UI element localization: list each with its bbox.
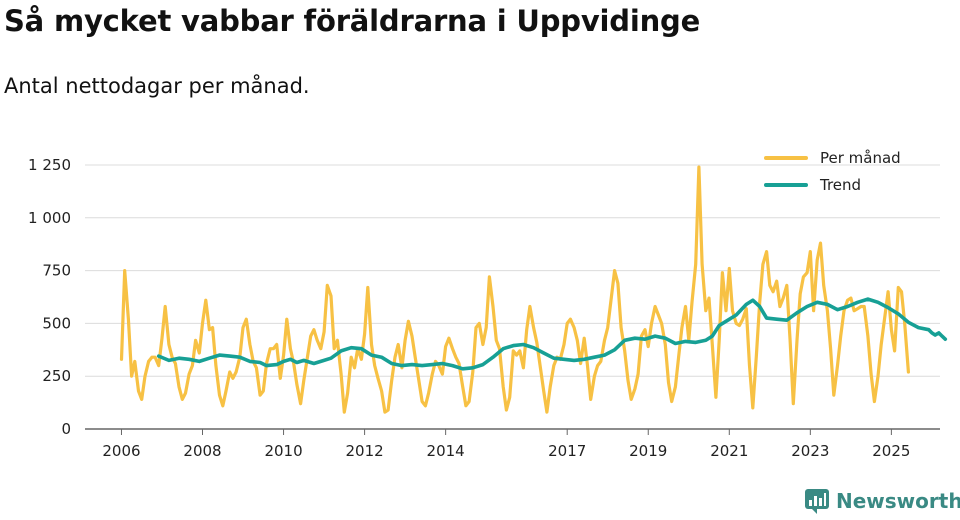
y-tick-label: 1 000 [28,209,71,227]
x-tick-label: 2023 [791,442,829,460]
x-tick-label: 2025 [872,442,910,460]
x-tick-label: 2010 [264,442,302,460]
chart-subtitle: Antal nettodagar per månad. [4,74,310,98]
brand-logo: Newsworthy [804,488,960,514]
x-tick-label: 2019 [629,442,667,460]
y-tick-label: 750 [42,262,71,280]
series-line-trend [156,297,948,371]
series-line-per-manad [119,165,910,414]
brand-name: Newsworthy [836,489,960,513]
x-tick-label: 2012 [346,442,384,460]
chart: 0 250 500 750 1 000 1 250 2006 2008 2010 2012 2014… [28,149,948,460]
y-tick-label: 0 [61,420,71,438]
y-tick-label: 500 [42,314,71,332]
legend-label: Per månad [820,149,901,167]
x-tick-label: 2017 [548,442,586,460]
newsworthy-icon [805,489,829,514]
x-tick-label: 2021 [710,442,748,460]
legend-label: Trend [819,176,861,194]
y-tick-label: 250 [42,367,71,385]
y-tick-label: 1 250 [28,156,71,174]
x-tick-label: 2006 [102,442,140,460]
x-tick-label: 2008 [183,442,221,460]
chart-title: Så mycket vabbar föräldrarna i Uppviding… [4,4,701,38]
x-tick-label: 2014 [427,442,465,460]
